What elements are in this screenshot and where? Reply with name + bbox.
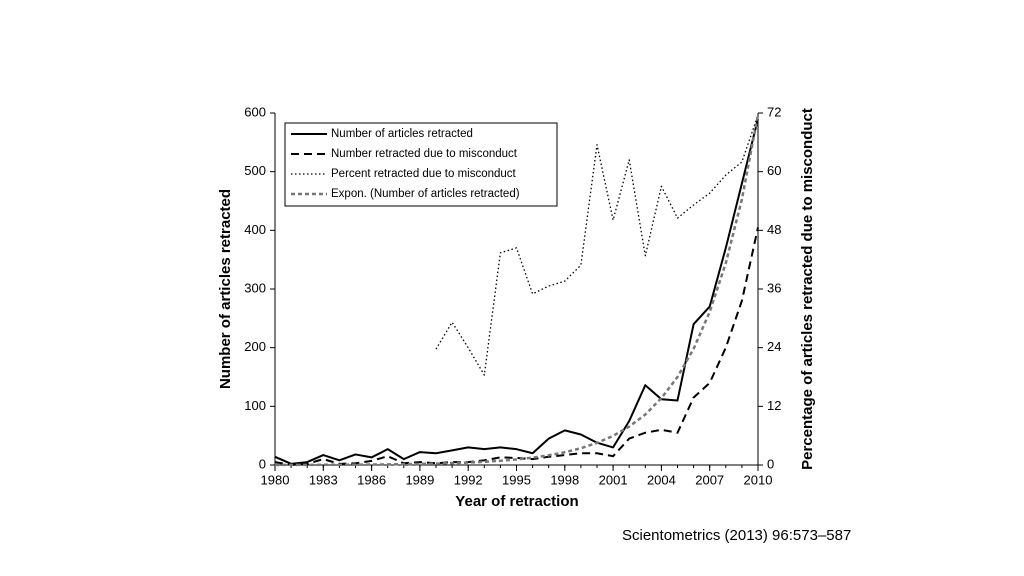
- x-tick-label: 1992: [454, 472, 483, 487]
- x-tick-label: 1980: [261, 472, 290, 487]
- legend-label: Number retracted due to misconduct: [331, 148, 518, 160]
- legend-label: Number of articles retracted: [331, 128, 473, 140]
- y2-tick-label: 72: [767, 104, 781, 119]
- y-tick-label: 100: [244, 398, 266, 413]
- y2-tick-label: 48: [767, 222, 781, 237]
- series-line: [435, 114, 759, 376]
- series-line: [274, 227, 759, 466]
- y2-tick-label: 60: [767, 163, 781, 178]
- x-tick-label: 2007: [695, 472, 724, 487]
- y-tick-label: 200: [244, 339, 266, 354]
- legend-label: Percent retracted due to misconduct: [331, 168, 517, 180]
- y-tick-label: 400: [244, 222, 266, 237]
- y2-tick-label: 36: [767, 280, 781, 295]
- y2-tick-label: 24: [767, 339, 781, 354]
- legend-box: [284, 122, 558, 207]
- x-tick-label: 1983: [309, 472, 338, 487]
- x-tick-label: 2001: [599, 472, 628, 487]
- y2-tick-label: 0: [767, 456, 774, 471]
- y-tick-label: 300: [244, 280, 266, 295]
- x-tick-label: 1995: [502, 472, 531, 487]
- x-tick-label: 1998: [550, 472, 579, 487]
- legend-label: Expon. (Number of articles retracted): [331, 188, 520, 200]
- y-tick-label: 600: [244, 104, 266, 119]
- series-line: [274, 114, 760, 467]
- y2-tick-label: 12: [767, 398, 781, 413]
- y-tick-label: 500: [244, 163, 266, 178]
- series-line: [274, 118, 759, 465]
- caption: Scientometrics (2013) 96:573–587: [622, 527, 851, 544]
- x-tick-label: 1989: [405, 472, 434, 487]
- y2-axis-title: Percentage of articles retracted due to …: [799, 108, 816, 470]
- x-tick-label: 1986: [357, 472, 386, 487]
- y-tick-label: 0: [259, 456, 266, 471]
- x-tick-label: 2010: [744, 472, 773, 487]
- x-tick-label: 2004: [647, 472, 676, 487]
- x-axis-title: Year of retraction: [455, 493, 578, 510]
- y-axis-title: Number of articles retracted: [217, 189, 234, 389]
